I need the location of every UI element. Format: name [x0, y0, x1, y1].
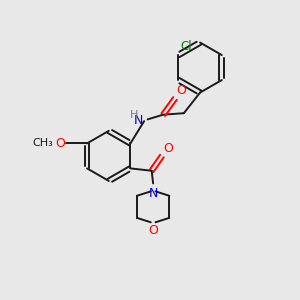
- Text: O: O: [148, 224, 158, 237]
- Text: O: O: [176, 84, 186, 97]
- Text: H: H: [130, 110, 138, 120]
- Text: N: N: [133, 114, 142, 127]
- Text: O: O: [164, 142, 173, 154]
- Text: Cl: Cl: [181, 40, 192, 53]
- Text: O: O: [56, 137, 66, 150]
- Text: CH₃: CH₃: [32, 138, 53, 148]
- Text: N: N: [148, 187, 158, 200]
